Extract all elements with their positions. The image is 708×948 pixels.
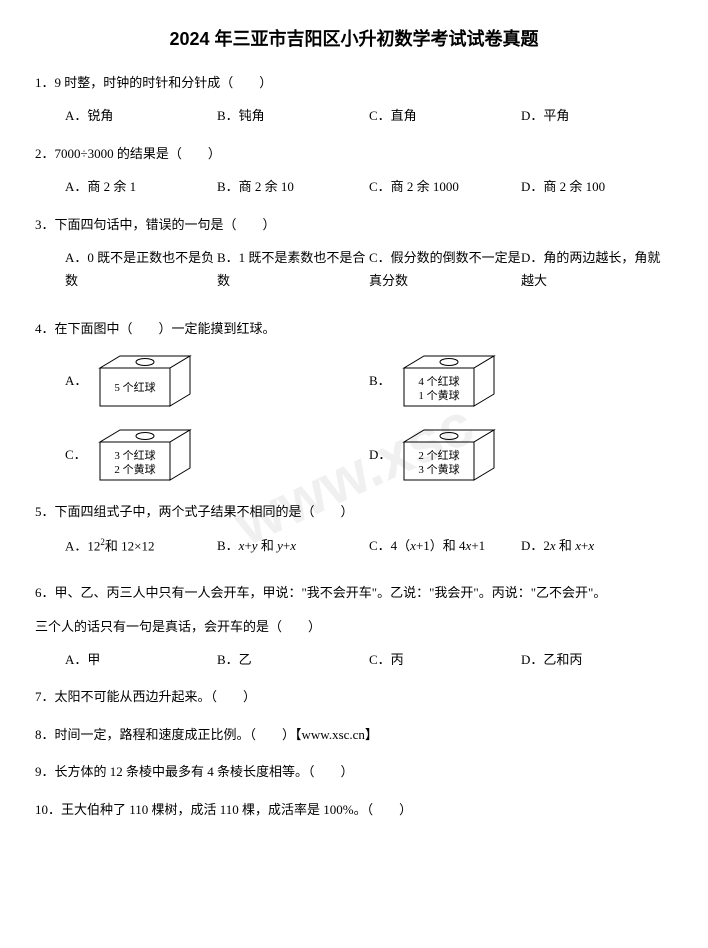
q2-option-d: D．商 2 余 100 <box>521 175 673 198</box>
q4-option-a: A． 5 个红球 <box>65 350 369 412</box>
q6-option-b: B．乙 <box>217 648 369 671</box>
svg-text:3 个红球: 3 个红球 <box>114 448 155 462</box>
q5-option-b: B．x+y 和 y+x <box>217 534 369 558</box>
box-icon-a: 5 个红球 <box>95 350 195 412</box>
q8-stem: 8．时间一定，路程和速度成正比例。（ ）【www.xsc.cn】 <box>35 723 673 746</box>
q6-option-c: C．丙 <box>369 648 521 671</box>
q6-stem1: 6．甲、乙、丙三人中只有一人会开车，甲说："我不会开车"。乙说："我会开"。丙说… <box>35 581 673 604</box>
svg-text:4 个红球: 4 个红球 <box>418 374 459 388</box>
q5-option-a: A．122和 12×12 <box>65 534 217 558</box>
q4-option-b: B． 4 个红球 1 个黄球 <box>369 350 673 412</box>
q2-option-a: A．商 2 余 1 <box>65 175 217 198</box>
q1-stem: 1．9 时整，时钟的时针和分针成（ ） <box>35 71 673 94</box>
box-icon-d: 2 个红球 3 个黄球 <box>399 424 499 486</box>
question-3: 3．下面四句话中，错误的一句是（ ） A．0 既不是正数也不是负数 B．1 既不… <box>35 213 673 303</box>
q6-option-d: D．乙和丙 <box>521 648 673 671</box>
q1-option-b: B．钝角 <box>217 104 369 127</box>
question-10: 10．王大伯种了 110 棵树，成活 110 棵，成活率是 100%。（ ） <box>35 798 673 821</box>
q1-option-d: D．平角 <box>521 104 673 127</box>
svg-text:2 个红球: 2 个红球 <box>419 448 460 462</box>
question-1: 1．9 时整，时钟的时针和分针成（ ） A．锐角 B．钝角 C．直角 D．平角 <box>35 71 673 128</box>
q2-option-b: B．商 2 余 10 <box>217 175 369 198</box>
q1-option-a: A．锐角 <box>65 104 217 127</box>
q9-stem: 9．长方体的 12 条棱中最多有 4 条棱长度相等。（ ） <box>35 760 673 783</box>
q3-option-d: D．角的两边越长，角就越大 <box>521 246 673 293</box>
question-2: 2．7000÷3000 的结果是（ ） A．商 2 余 1 B．商 2 余 10… <box>35 142 673 199</box>
q4-option-c: C． 3 个红球 2 个黄球 <box>65 424 369 486</box>
q4-stem: 4．在下面图中（ ）一定能摸到红球。 <box>35 317 673 340</box>
q4-label-a: A． <box>65 369 87 392</box>
q2-option-c: C．商 2 余 1000 <box>369 175 521 198</box>
q4-label-b: B． <box>369 369 391 392</box>
q5-option-c: C．4（x+1）和 4x+1 <box>369 534 521 558</box>
q3-stem: 3．下面四句话中，错误的一句是（ ） <box>35 213 673 236</box>
box-icon-b: 4 个红球 1 个黄球 <box>399 350 499 412</box>
q2-stem: 2．7000÷3000 的结果是（ ） <box>35 142 673 165</box>
question-8: 8．时间一定，路程和速度成正比例。（ ）【www.xsc.cn】 <box>35 723 673 746</box>
svg-text:5 个红球: 5 个红球 <box>115 380 156 394</box>
q4-label-d: D． <box>369 443 391 466</box>
question-6: 6．甲、乙、丙三人中只有一人会开车，甲说："我不会开车"。乙说："我会开"。丙说… <box>35 581 673 671</box>
question-4: 4．在下面图中（ ）一定能摸到红球。 A． 5 个红球 B． 4 个红球 1 个… <box>35 317 673 486</box>
q4-option-d: D． 2 个红球 3 个黄球 <box>369 424 673 486</box>
q3-option-c: C．假分数的倒数不一定是真分数 <box>369 246 521 293</box>
q4-label-c: C． <box>65 443 87 466</box>
page-title: 2024 年三亚市吉阳区小升初数学考试试卷真题 <box>35 25 673 51</box>
q6-option-a: A．甲 <box>65 648 217 671</box>
svg-text:3 个黄球: 3 个黄球 <box>419 462 460 476</box>
q6-stem2: 三个人的话只有一句是真话，会开车的是（ ） <box>35 615 673 638</box>
q5-stem: 5．下面四组式子中，两个式子结果不相同的是（ ） <box>35 500 673 523</box>
question-9: 9．长方体的 12 条棱中最多有 4 条棱长度相等。（ ） <box>35 760 673 783</box>
question-7: 7．太阳不可能从西边升起来。（ ） <box>35 685 673 708</box>
svg-text:2 个黄球: 2 个黄球 <box>114 462 155 476</box>
q5-option-d: D．2x 和 x+x <box>521 534 673 558</box>
question-5: 5．下面四组式子中，两个式子结果不相同的是（ ） A．122和 12×12 B．… <box>35 500 673 567</box>
q1-option-c: C．直角 <box>369 104 521 127</box>
q7-stem: 7．太阳不可能从西边升起来。（ ） <box>35 685 673 708</box>
box-icon-c: 3 个红球 2 个黄球 <box>95 424 195 486</box>
q3-option-a: A．0 既不是正数也不是负数 <box>65 246 217 293</box>
q10-stem: 10．王大伯种了 110 棵树，成活 110 棵，成活率是 100%。（ ） <box>35 798 673 821</box>
q3-option-b: B．1 既不是素数也不是合数 <box>217 246 369 293</box>
svg-text:1 个黄球: 1 个黄球 <box>418 388 459 402</box>
